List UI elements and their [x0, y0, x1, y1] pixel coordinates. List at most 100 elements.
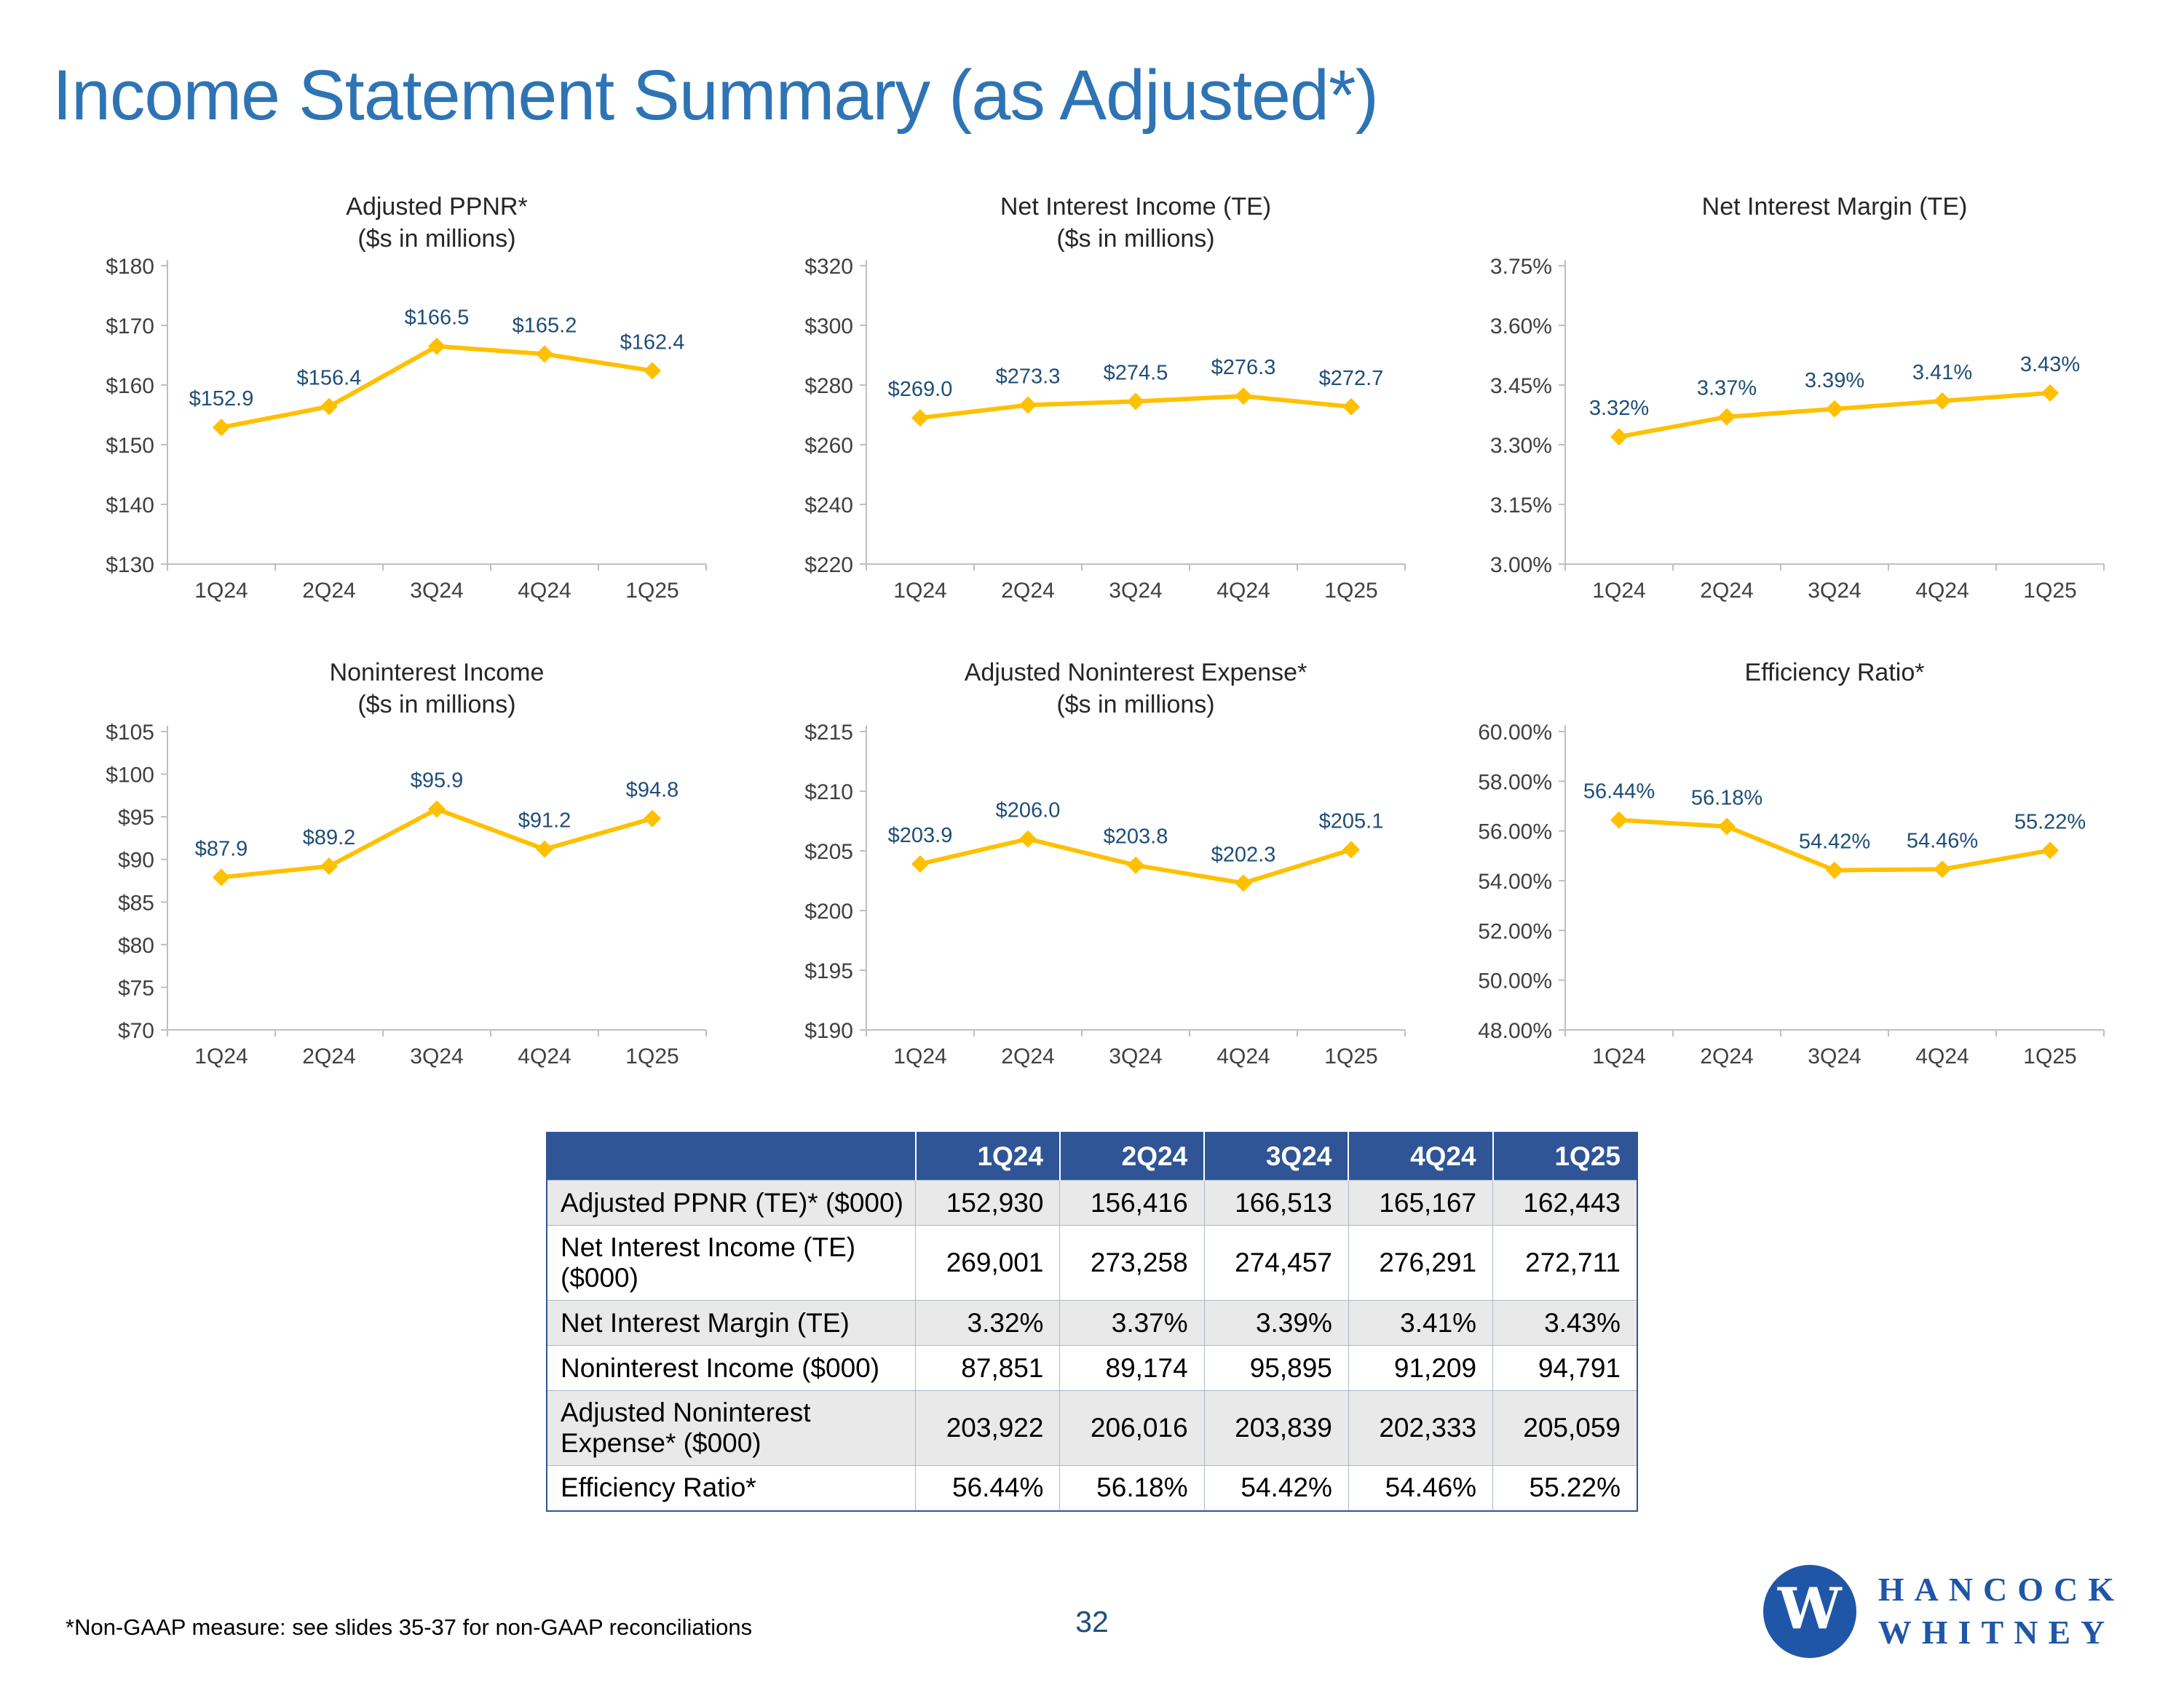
svg-text:$165.2: $165.2 [513, 314, 577, 337]
svg-text:3.00%: 3.00% [1490, 553, 1552, 577]
svg-text:2Q24: 2Q24 [1700, 579, 1753, 603]
svg-text:56.44%: 56.44% [1583, 780, 1655, 804]
svg-text:$150: $150 [106, 434, 154, 458]
svg-text:$95: $95 [118, 806, 154, 830]
table-cell: 203,839 [1203, 1390, 1349, 1466]
svg-text:3.75%: 3.75% [1490, 255, 1552, 279]
svg-text:$80: $80 [118, 934, 154, 958]
svg-text:$205: $205 [804, 840, 853, 864]
svg-text:$215: $215 [804, 721, 853, 745]
svg-text:4Q24: 4Q24 [1915, 1044, 1969, 1069]
svg-text:2Q24: 2Q24 [302, 1044, 355, 1069]
svg-text:3.32%: 3.32% [1589, 397, 1649, 420]
svg-text:$94.8: $94.8 [626, 778, 679, 801]
table-cell: 3.32% [915, 1300, 1061, 1346]
hancock-whitney-w-icon: W [1762, 1565, 1856, 1658]
svg-text:$240: $240 [804, 493, 853, 518]
table-row-label: Adjusted PPNR (TE)* ($000) [546, 1180, 917, 1226]
table-cell: 203,922 [915, 1390, 1061, 1466]
svg-text:$206.0: $206.0 [996, 799, 1061, 822]
line-chart-svg: Adjusted PPNR* ($s in millions) $130 $140 $1… [106, 193, 707, 603]
table-cell: 3.43% [1492, 1300, 1638, 1346]
svg-text:50.00%: 50.00% [1478, 970, 1552, 994]
svg-text:3.39%: 3.39% [1805, 369, 1864, 392]
svg-text:$220: $220 [804, 553, 853, 577]
table-row-label: Efficiency Ratio* [546, 1465, 917, 1511]
table-cell: 94,791 [1492, 1345, 1638, 1391]
table-cell: 162,443 [1492, 1180, 1638, 1226]
line-chart-svg: Noninterest Income ($s in millions) $70 $75… [106, 659, 707, 1069]
svg-text:$85: $85 [118, 891, 154, 915]
svg-text:3.30%: 3.30% [1490, 434, 1552, 458]
table-cell: 89,174 [1059, 1345, 1205, 1391]
svg-text:56.00%: 56.00% [1478, 820, 1552, 844]
table-row: Adjusted PPNR (TE)* ($000) 152,930 156,416… [546, 1180, 1638, 1226]
svg-text:$91.2: $91.2 [518, 809, 571, 833]
table-corner-cell [547, 1133, 916, 1181]
table-row: Noninterest Income ($000) 87,851 89,174 95,… [546, 1345, 1638, 1391]
chart-adjusted-ppnr: Adjusted PPNR* ($s in millions) $130 $140 $1… [58, 186, 728, 622]
table-cell: 166,513 [1203, 1180, 1349, 1226]
table-row: Efficiency Ratio* 56.44% 56.18% 54.42% 54.46… [546, 1465, 1638, 1511]
svg-text:1Q25: 1Q25 [1324, 579, 1377, 603]
table-row-label: Noninterest Income ($000) [546, 1345, 917, 1391]
svg-text:$166.5: $166.5 [405, 306, 470, 330]
table-cell: 3.41% [1348, 1300, 1494, 1346]
table-cell: 205,059 [1492, 1390, 1638, 1466]
svg-text:$300: $300 [804, 314, 853, 338]
svg-text:1Q24: 1Q24 [1592, 1044, 1645, 1069]
svg-text:$162.4: $162.4 [620, 330, 685, 354]
svg-text:$273.3: $273.3 [996, 365, 1061, 388]
chart-adjusted-noninterest-expense: Adjusted Noninterest Expense* ($s in mill… [757, 651, 1427, 1088]
table-row-label: Net Interest Income (TE) ($000) [546, 1225, 917, 1301]
svg-text:$95.9: $95.9 [411, 769, 464, 793]
svg-text:54.00%: 54.00% [1478, 870, 1552, 894]
svg-text:($s in millions): ($s in millions) [1056, 225, 1214, 253]
footnote: *Non-GAAP measure: see slides 35-37 for … [66, 1614, 753, 1640]
svg-text:$205.1: $205.1 [1319, 809, 1384, 833]
svg-text:48.00%: 48.00% [1478, 1019, 1552, 1043]
chart-noninterest-income: Noninterest Income ($s in millions) $70 $75… [58, 651, 728, 1088]
svg-text:$100: $100 [106, 764, 154, 788]
table-row-label: Net Interest Margin (TE) [546, 1300, 917, 1346]
table-cell: 274,457 [1203, 1225, 1349, 1301]
table-cell: 273,258 [1059, 1225, 1205, 1301]
svg-text:$140: $140 [106, 493, 154, 518]
table-cell: 276,291 [1348, 1225, 1494, 1301]
svg-text:($s in millions): ($s in millions) [1056, 691, 1214, 718]
svg-text:55.22%: 55.22% [2014, 810, 2086, 833]
svg-text:$75: $75 [118, 976, 154, 1000]
svg-text:$89.2: $89.2 [303, 826, 356, 849]
line-chart-svg: Net Interest Income (TE) ($s in millions)… [804, 193, 1406, 603]
table-row: Adjusted Noninterest Expense* ($000) 203,… [546, 1390, 1638, 1466]
table-row-label: Adjusted Noninterest Expense* ($000) [546, 1390, 917, 1466]
svg-text:Net Interest Margin (TE): Net Interest Margin (TE) [1702, 193, 1968, 221]
svg-text:$202.3: $202.3 [1211, 843, 1276, 866]
svg-text:2Q24: 2Q24 [1001, 1044, 1054, 1069]
table-row: Net Interest Income (TE) ($000) 269,001 27… [546, 1225, 1638, 1301]
svg-text:1Q25: 1Q25 [2023, 1044, 2076, 1069]
svg-text:$105: $105 [106, 721, 154, 745]
table-cell: 54.46% [1348, 1465, 1494, 1511]
table-cell: 87,851 [915, 1345, 1061, 1391]
svg-text:1Q25: 1Q25 [625, 579, 678, 603]
table-cell: 206,016 [1059, 1390, 1205, 1466]
svg-text:$190: $190 [804, 1019, 853, 1043]
table-cell: 55.22% [1492, 1465, 1638, 1511]
svg-text:Noninterest Income: Noninterest Income [330, 659, 545, 686]
svg-text:$320: $320 [804, 255, 853, 279]
svg-text:2Q24: 2Q24 [1001, 579, 1054, 603]
page-title: Income Statement Summary (as Adjusted*) [52, 55, 1379, 135]
svg-text:52.00%: 52.00% [1478, 919, 1552, 943]
svg-text:3.45%: 3.45% [1490, 374, 1552, 398]
svg-text:56.18%: 56.18% [1691, 787, 1762, 810]
svg-text:$130: $130 [106, 553, 154, 577]
table-cell: 156,416 [1059, 1180, 1205, 1226]
table-header-cell: 1Q25 [1492, 1133, 1637, 1181]
table-cell: 152,930 [915, 1180, 1061, 1226]
svg-text:$203.8: $203.8 [1104, 825, 1168, 849]
svg-text:1Q24: 1Q24 [194, 1044, 248, 1069]
svg-text:Efficiency Ratio*: Efficiency Ratio* [1745, 659, 1925, 686]
svg-text:1Q25: 1Q25 [625, 1044, 678, 1069]
table-cell: 3.39% [1203, 1300, 1349, 1346]
